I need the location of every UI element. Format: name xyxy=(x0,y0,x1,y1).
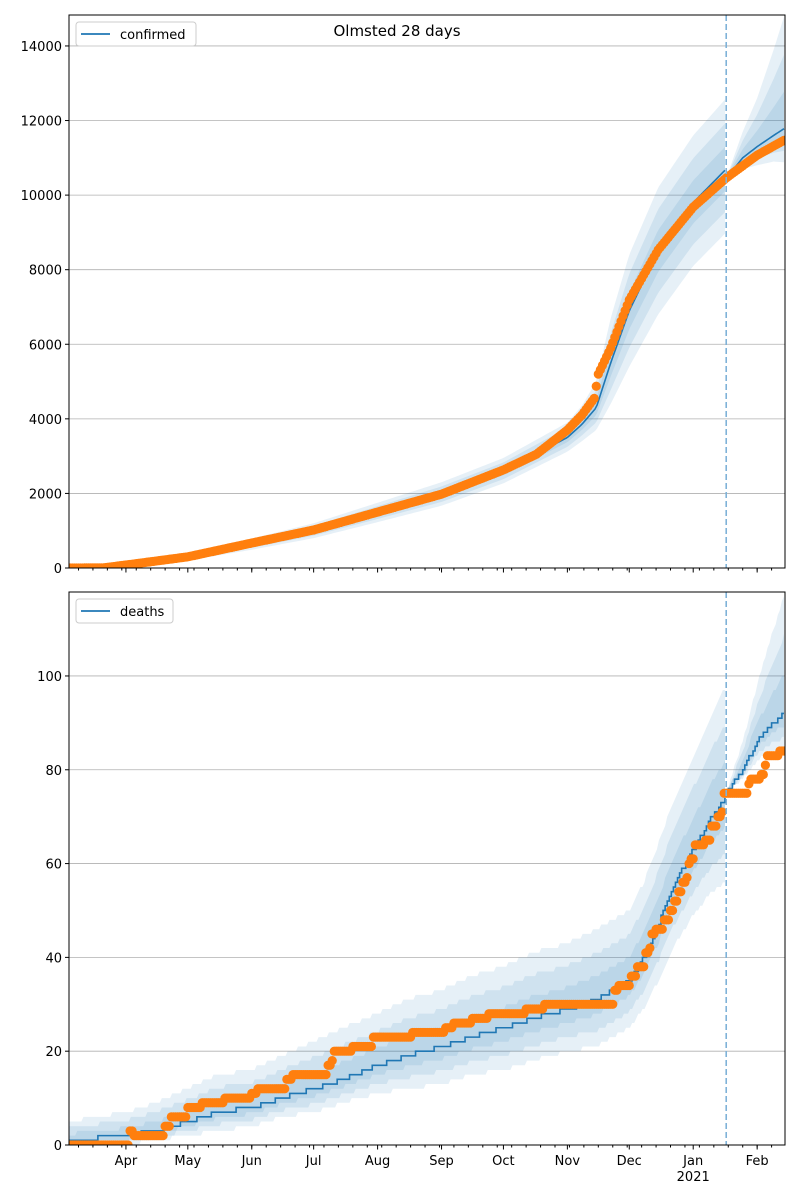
observed-point xyxy=(672,896,682,906)
deaths-plot: 0 20 40 60 80 100 Apr May Jun Jul Aug Sep Oct Nov Dec J… xyxy=(37,591,786,1185)
observed-point xyxy=(758,769,768,780)
confidence-band-0-2 xyxy=(69,760,725,1141)
chart-title: Olmsted 28 days xyxy=(333,22,460,40)
confidence-band-0-1 xyxy=(69,727,725,1145)
x-year-label: 2021 xyxy=(677,1170,710,1185)
observed-point xyxy=(711,821,721,831)
observed-point xyxy=(760,760,771,770)
y-tick-label: 0 xyxy=(54,562,62,577)
confidence-band-0-1 xyxy=(69,123,725,568)
plot-area xyxy=(69,16,785,568)
x-tick-label: Nov xyxy=(555,1154,581,1169)
legend-label: confirmed xyxy=(120,28,186,43)
observed-point xyxy=(779,746,785,756)
observed-point xyxy=(688,854,698,864)
axes-frame xyxy=(68,14,786,569)
legend-box xyxy=(75,598,174,624)
observed-point xyxy=(591,381,601,391)
observed-point xyxy=(779,135,785,145)
y-tick-label: 12000 xyxy=(21,115,62,130)
observed-point xyxy=(181,1112,191,1122)
legend: confirmed xyxy=(75,21,197,47)
legend: deaths xyxy=(75,598,174,624)
observed-point xyxy=(657,924,667,934)
y-tick-label: 40 xyxy=(45,951,62,966)
observed-point xyxy=(639,962,649,972)
observed-point xyxy=(608,999,618,1009)
observed-point xyxy=(676,887,686,897)
observed-point xyxy=(742,788,752,798)
observed-point xyxy=(682,873,692,883)
axes-frame xyxy=(68,591,786,1146)
confirmed-plot: 0 2000 4000 6000 8000 10000 12000 14000 confirme… xyxy=(21,14,786,577)
observed-point xyxy=(164,1121,174,1131)
observed-point xyxy=(667,905,678,916)
x-tick-label: Jan xyxy=(682,1154,703,1169)
x-tick-label: Dec xyxy=(617,1154,642,1169)
y-tick-label: 4000 xyxy=(29,413,62,428)
y-tick-label: 6000 xyxy=(29,338,62,353)
confidence-band-1-0 xyxy=(726,596,784,794)
x-tick-label: Aug xyxy=(365,1154,390,1169)
observed-point xyxy=(366,1041,377,1052)
confidence-band-1-1 xyxy=(726,633,784,794)
y-tick-label: 60 xyxy=(45,858,62,873)
confidence-band-0-0 xyxy=(69,690,725,1145)
observed-point xyxy=(645,943,655,953)
observed-point xyxy=(280,1084,290,1094)
observed-point xyxy=(327,1055,337,1066)
observed-point xyxy=(123,1140,133,1145)
x-tick-label: Jun xyxy=(241,1154,262,1169)
observed-point xyxy=(158,1131,168,1141)
y-tick-label: 100 xyxy=(37,670,62,685)
x-tick-label: Jul xyxy=(305,1154,322,1169)
x-tick-label: Sep xyxy=(429,1154,454,1169)
observed-point xyxy=(717,807,727,817)
observed-point xyxy=(705,835,715,845)
observed-point xyxy=(630,971,641,981)
model-median-line-0 xyxy=(69,797,726,1142)
observed-point xyxy=(663,915,674,925)
observed-point xyxy=(589,393,599,403)
confidence-band-1-2 xyxy=(726,91,784,179)
y-tick-label: 20 xyxy=(45,1045,62,1060)
model-median-line-1 xyxy=(726,712,784,795)
x-tick-label: May xyxy=(174,1154,201,1169)
confidence-band-0-0 xyxy=(69,99,725,568)
y-tick-label: 8000 xyxy=(29,264,62,279)
y-tick-label: 14000 xyxy=(21,40,62,55)
y-tick-label: 80 xyxy=(45,764,62,779)
confidence-band-1-2 xyxy=(726,675,784,794)
legend-box xyxy=(75,21,197,47)
y-tick-label: 10000 xyxy=(21,189,62,204)
legend-label: deaths xyxy=(120,605,165,620)
plot-area xyxy=(69,596,785,1145)
observed-point xyxy=(624,980,634,991)
observed-point xyxy=(321,1070,331,1080)
x-tick-label: Oct xyxy=(492,1154,514,1169)
y-tick-label: 2000 xyxy=(29,487,62,502)
x-tick-label: Feb xyxy=(746,1154,769,1169)
x-tick-label: Apr xyxy=(115,1154,138,1169)
y-tick-label: 0 xyxy=(54,1139,62,1154)
